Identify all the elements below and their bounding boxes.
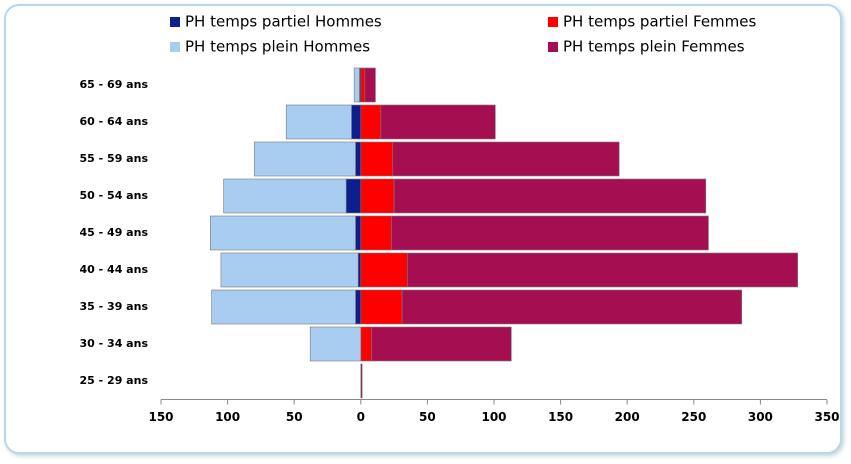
bar <box>360 252 408 288</box>
x-tick-label: 200 <box>615 410 640 424</box>
legend-swatch <box>170 17 180 27</box>
x-tick-label: 50 <box>419 410 436 424</box>
legend-label: PH temps plein Hommes <box>185 38 370 56</box>
x-tick-label: 300 <box>748 410 773 424</box>
legend-label: PH temps partiel Femmes <box>563 13 757 31</box>
bar <box>353 67 360 103</box>
bar <box>360 215 392 251</box>
x-tick-label: 100 <box>215 410 240 424</box>
bar <box>360 363 363 399</box>
x-tick-label: 50 <box>286 410 303 424</box>
bar <box>393 178 707 214</box>
y-tick-label: 50 - 54 ans <box>80 189 149 202</box>
bar <box>380 104 496 140</box>
y-tick-label: 25 - 29 ans <box>80 374 149 387</box>
bar <box>345 178 362 214</box>
x-tick-label: 150 <box>148 410 173 424</box>
bar <box>360 289 403 325</box>
bar <box>355 141 362 177</box>
bar <box>223 178 347 214</box>
bar <box>364 67 376 103</box>
y-tick-label: 60 - 64 ans <box>80 115 149 128</box>
bar <box>357 252 362 288</box>
y-tick-label: 35 - 39 ans <box>80 300 149 313</box>
bar <box>220 252 359 288</box>
bar <box>351 104 362 140</box>
x-tick-label: 250 <box>681 410 706 424</box>
bar <box>407 252 798 288</box>
bar <box>360 178 395 214</box>
bar <box>309 326 362 362</box>
bar <box>360 104 382 140</box>
legend-swatch <box>548 17 558 27</box>
bar <box>391 215 709 251</box>
bar <box>285 104 352 140</box>
bar <box>253 141 356 177</box>
y-tick-label: 45 - 49 ans <box>80 226 149 239</box>
legend-label: PH temps partiel Hommes <box>185 13 382 31</box>
y-tick-label: 55 - 59 ans <box>80 152 149 165</box>
y-tick-label: 30 - 34 ans <box>80 337 149 350</box>
bar <box>360 326 372 362</box>
bar <box>209 215 356 251</box>
bar <box>392 141 620 177</box>
bar <box>371 326 512 362</box>
x-tick-label: 100 <box>481 410 506 424</box>
bar <box>355 289 362 325</box>
bar <box>360 141 394 177</box>
y-tick-label: 40 - 44 ans <box>80 263 149 276</box>
legend-swatch <box>170 42 180 52</box>
bar <box>401 289 743 325</box>
bar <box>211 289 356 325</box>
x-tick-label: 350 <box>814 410 839 424</box>
bar <box>355 215 362 251</box>
x-tick-label: 150 <box>548 410 573 424</box>
x-tick-label: 0 <box>357 410 365 424</box>
legend-label: PH temps plein Femmes <box>563 38 745 56</box>
legend-swatch <box>548 42 558 52</box>
bar <box>360 67 366 103</box>
y-tick-label: 65 - 69 ans <box>80 78 149 91</box>
